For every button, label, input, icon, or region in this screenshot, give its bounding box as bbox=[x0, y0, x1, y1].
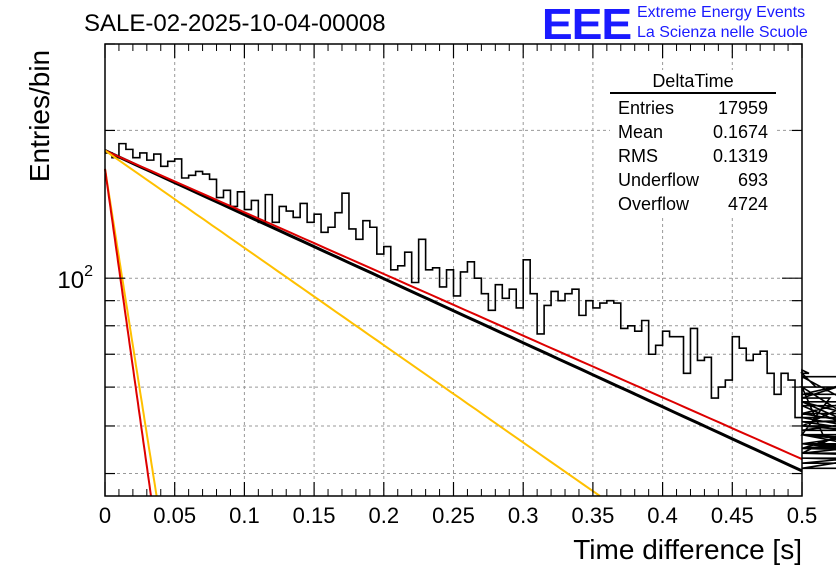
x-tick-label: 0.2 bbox=[369, 503, 400, 528]
stats-value: 0.1674 bbox=[712, 122, 768, 142]
x-tick-label: 0.15 bbox=[293, 503, 336, 528]
stats-value: 4724 bbox=[727, 194, 768, 214]
fast-component-red bbox=[104, 168, 152, 497]
stats-label: RMS bbox=[618, 146, 658, 166]
stats-label: Underflow bbox=[618, 170, 700, 190]
logo-line-1: Extreme Energy Events bbox=[637, 4, 806, 21]
x-tick-label: 0.45 bbox=[711, 503, 754, 528]
histogram-steps bbox=[105, 142, 836, 470]
x-tick-label: 0.1 bbox=[229, 503, 260, 528]
x-tick-label: 0 bbox=[99, 503, 111, 528]
stats-row: RMS 0.1319 bbox=[610, 144, 776, 168]
x-tick-label: 0.25 bbox=[432, 503, 475, 528]
y-tick-label: 102 bbox=[57, 263, 93, 294]
stats-label: Overflow bbox=[618, 194, 690, 214]
medium-component bbox=[104, 149, 601, 497]
chart-title: SALE-02-2025-10-04-00008 bbox=[84, 10, 386, 37]
axis-ticks bbox=[104, 43, 803, 496]
fit-curves bbox=[104, 149, 803, 497]
y-axis-label: Entries/bin bbox=[24, 49, 55, 183]
stats-row: Overflow 4724 bbox=[610, 192, 776, 216]
stats-value: 693 bbox=[737, 170, 768, 190]
slow-component bbox=[104, 149, 803, 461]
x-tick-label: 0.3 bbox=[508, 503, 539, 528]
x-tick-label: 0.4 bbox=[647, 503, 678, 528]
logo-line-2: La Scienza nelle Scuole bbox=[637, 24, 808, 41]
stats-label: Entries bbox=[618, 98, 675, 118]
histogram bbox=[105, 142, 836, 470]
total-fit bbox=[104, 149, 803, 473]
x-tick-label: 0.05 bbox=[153, 503, 196, 528]
stats-row: Mean 0.1674 bbox=[610, 120, 776, 144]
axis-tick-labels: 0 0.05 0.1 0.15 0.2 0.25 0.3 0.35 0.4 0.45 0.5 102 bbox=[57, 263, 817, 528]
stats-row: Underflow 693 bbox=[610, 168, 776, 192]
stats-label: Mean bbox=[618, 122, 664, 142]
stats-box: DeltaTime Entries 17959 Mean 0.1674 RMS 0.1… bbox=[610, 70, 776, 216]
x-axis-label: Time difference [s] bbox=[573, 534, 802, 565]
x-tick-label: 0.5 bbox=[787, 503, 818, 528]
stats-row: Entries 17959 bbox=[610, 96, 776, 120]
x-tick-label: 0.35 bbox=[571, 503, 614, 528]
eee-logo-text: Extreme Energy Events La Scienza nelle S… bbox=[637, 3, 808, 43]
eee-logo-mark: EEE bbox=[541, 0, 632, 49]
stats-title: DeltaTime bbox=[610, 70, 776, 94]
stats-value: 0.1319 bbox=[712, 146, 768, 166]
stats-value: 17959 bbox=[717, 98, 768, 118]
